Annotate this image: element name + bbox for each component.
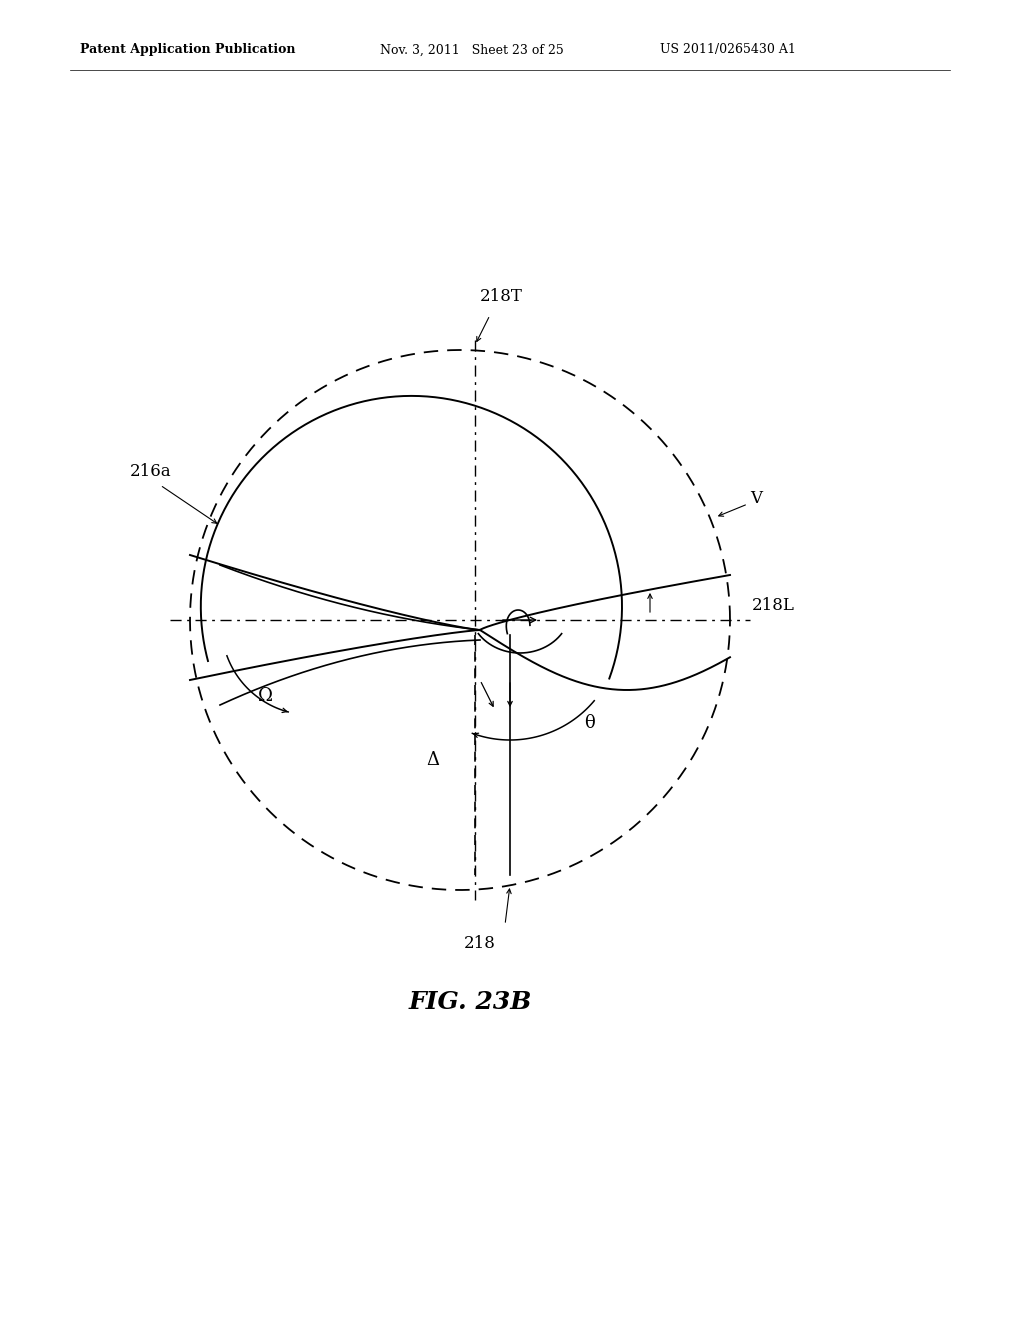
Text: Δ: Δ <box>427 751 439 770</box>
Text: 218T: 218T <box>480 288 523 305</box>
Text: 218: 218 <box>464 935 496 952</box>
Text: 218L: 218L <box>752 597 795 614</box>
Text: FIG. 23B: FIG. 23B <box>409 990 531 1014</box>
Text: Nov. 3, 2011   Sheet 23 of 25: Nov. 3, 2011 Sheet 23 of 25 <box>380 44 564 57</box>
Text: Patent Application Publication: Patent Application Publication <box>80 44 296 57</box>
Text: θ: θ <box>585 714 595 731</box>
Text: US 2011/0265430 A1: US 2011/0265430 A1 <box>660 44 796 57</box>
Text: Ω: Ω <box>258 686 273 705</box>
Text: V: V <box>750 490 762 507</box>
Text: 216a: 216a <box>130 463 172 480</box>
